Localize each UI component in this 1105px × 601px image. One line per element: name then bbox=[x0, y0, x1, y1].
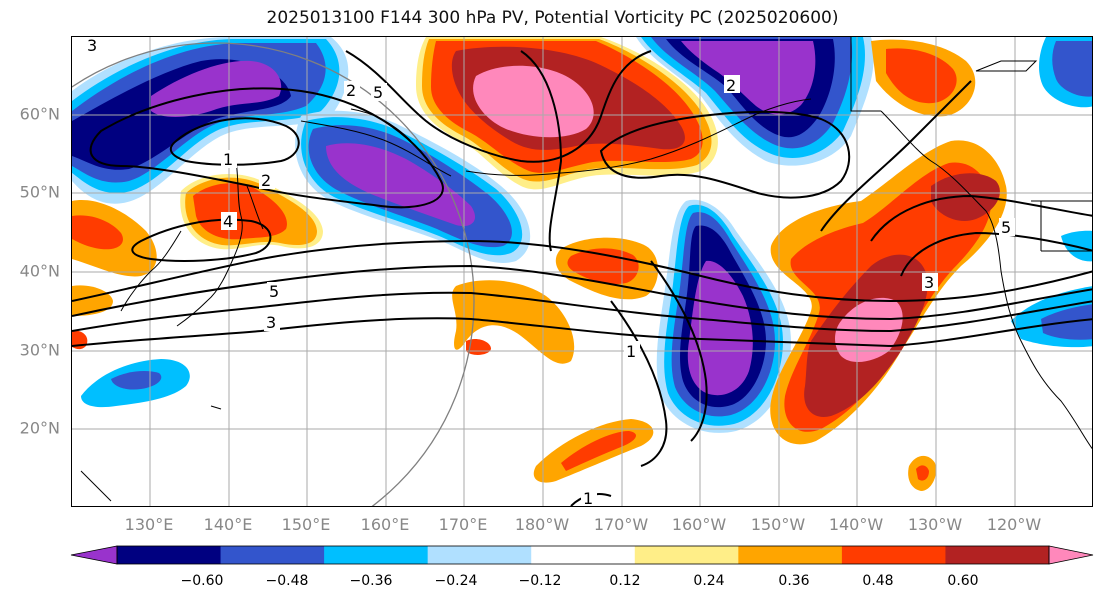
pv-map: 3 2 1 2 4 5 5 3 2 5 3 1 1 bbox=[72, 37, 1092, 507]
contour-label-2-north: 2 bbox=[346, 81, 356, 100]
lon-label-130e: 130°E bbox=[124, 515, 174, 534]
colorbar-segment bbox=[324, 546, 429, 564]
contour-label-5-east: 5 bbox=[1001, 218, 1011, 237]
lat-label-60n: 60°N bbox=[19, 104, 60, 124]
neg-anomaly-gulf-alaska-core bbox=[681, 41, 816, 115]
pos-anomaly-west-edge-south bbox=[72, 285, 113, 316]
pos-anomaly-west-edge-core bbox=[72, 215, 123, 250]
chart-title: 2025013100 F144 300 hPa PV, Potential Vo… bbox=[266, 8, 839, 28]
pos-anomaly-south-east-core bbox=[916, 465, 929, 481]
lat-label-20n: 20°N bbox=[19, 418, 60, 438]
contour-label-3-jet: 3 bbox=[266, 313, 276, 332]
contour-label-4-japan: 4 bbox=[223, 212, 233, 231]
colorbar bbox=[70, 545, 1094, 565]
lon-label-130w: 130°W bbox=[907, 515, 963, 534]
pos-anomaly-nw-canada-core bbox=[886, 48, 957, 104]
colorbar-segment bbox=[220, 546, 325, 564]
lat-label-30n: 30°N bbox=[19, 340, 60, 360]
contour-labels: 3 2 1 2 4 5 5 3 2 5 3 1 1 bbox=[85, 37, 1015, 507]
neg-anomaly-bering-core bbox=[326, 143, 476, 227]
colorbar-tick-012: 0.12 bbox=[609, 573, 641, 589]
contour-trough-1 bbox=[610, 300, 668, 467]
neg-anomaly-kamchatka-core bbox=[151, 60, 282, 117]
lon-label-180w: 180°W bbox=[514, 515, 570, 534]
neg-anomaly-ne-corner-core bbox=[1052, 41, 1092, 97]
colorbar-outline bbox=[116, 545, 1050, 565]
colorbar-segments bbox=[117, 546, 1050, 564]
contour-label-1-trough: 1 bbox=[626, 342, 636, 361]
pos-anomaly-mid-pacific-c-core bbox=[561, 431, 636, 471]
contour-label-1-south: 1 bbox=[583, 489, 593, 507]
lon-label-140w: 140°W bbox=[828, 515, 884, 534]
colorbar-segment bbox=[738, 546, 843, 564]
colorbar-segment bbox=[945, 546, 1050, 564]
contour-east-loop bbox=[870, 194, 1092, 242]
colorbar-left-extend bbox=[70, 545, 118, 565]
contour-label-5-north: 5 bbox=[373, 83, 383, 102]
contour-label-5-jet: 5 bbox=[269, 282, 279, 301]
contour-jet-4 bbox=[72, 264, 1092, 321]
contour-label-2-kamchatka: 2 bbox=[261, 171, 271, 190]
colorbar-tick-neg024: −0.24 bbox=[434, 573, 478, 589]
contour-mid-loop bbox=[599, 110, 851, 199]
contour-west-loop bbox=[131, 218, 272, 262]
contour-north-ring-2 bbox=[169, 117, 300, 166]
colorbar-tick-neg048: −0.48 bbox=[265, 573, 309, 589]
domain-circle bbox=[72, 42, 475, 506]
contour-north-arc bbox=[345, 50, 652, 163]
lon-label-140e: 140°E bbox=[203, 515, 253, 534]
colorbar-tick-024: 0.24 bbox=[693, 573, 725, 589]
colorbar-right-extend bbox=[1048, 545, 1094, 565]
colorbar-segment bbox=[634, 546, 739, 564]
neg-anomaly-central-trough-core bbox=[687, 260, 753, 396]
contour-jet-3 bbox=[72, 291, 1092, 333]
lon-label-170w: 170°W bbox=[593, 515, 649, 534]
colorbar-tick-060: 0.60 bbox=[947, 573, 979, 589]
lat-label-50n: 50°N bbox=[19, 182, 60, 202]
colorbar-segment bbox=[427, 546, 532, 564]
contour-east-north bbox=[820, 80, 972, 232]
pv-shading bbox=[72, 37, 1092, 491]
colorbar-tick-neg012: −0.12 bbox=[518, 573, 562, 589]
colorbar-segment bbox=[531, 546, 636, 564]
lon-label-170e: 170°E bbox=[438, 515, 488, 534]
colorbar-segment bbox=[117, 546, 222, 564]
contour-north-ring bbox=[89, 87, 444, 209]
contour-label-3-east: 3 bbox=[924, 273, 934, 292]
map-panel: 3 2 1 2 4 5 5 3 2 5 3 1 1 bbox=[71, 36, 1093, 507]
contour-jet-2 bbox=[72, 317, 1092, 348]
contour-east-loop-2 bbox=[900, 231, 1092, 277]
lat-label-40n: 40°N bbox=[19, 261, 60, 281]
colorbar-tick-048: 0.48 bbox=[862, 573, 894, 589]
lon-label-150w: 150°W bbox=[750, 515, 806, 534]
contour-gulf-alaska bbox=[520, 50, 563, 252]
lon-label-160w: 160°W bbox=[671, 515, 727, 534]
gridlines bbox=[72, 37, 1092, 506]
contour-label-2-gulf: 2 bbox=[726, 76, 736, 95]
contour-jet-5 bbox=[72, 239, 1092, 303]
contour-label-1-kamchatka: 1 bbox=[223, 150, 233, 169]
colorbar-tick-neg036: −0.36 bbox=[349, 573, 393, 589]
colorbar-tick-neg060: −0.60 bbox=[180, 573, 224, 589]
lon-label-120w: 120°W bbox=[986, 515, 1042, 534]
lon-label-160e: 160°E bbox=[360, 515, 410, 534]
contour-label-3-nw: 3 bbox=[87, 37, 97, 55]
lon-label-150e: 150°E bbox=[281, 515, 331, 534]
pos-anomaly-north-pacific-core bbox=[473, 65, 594, 138]
contour-trough-2 bbox=[650, 260, 708, 442]
colorbar-tick-036: 0.36 bbox=[778, 573, 810, 589]
neg-anomaly-subtropic-west-core bbox=[111, 371, 162, 390]
colorbar-segment bbox=[841, 546, 946, 564]
pv-contours bbox=[72, 50, 1092, 506]
